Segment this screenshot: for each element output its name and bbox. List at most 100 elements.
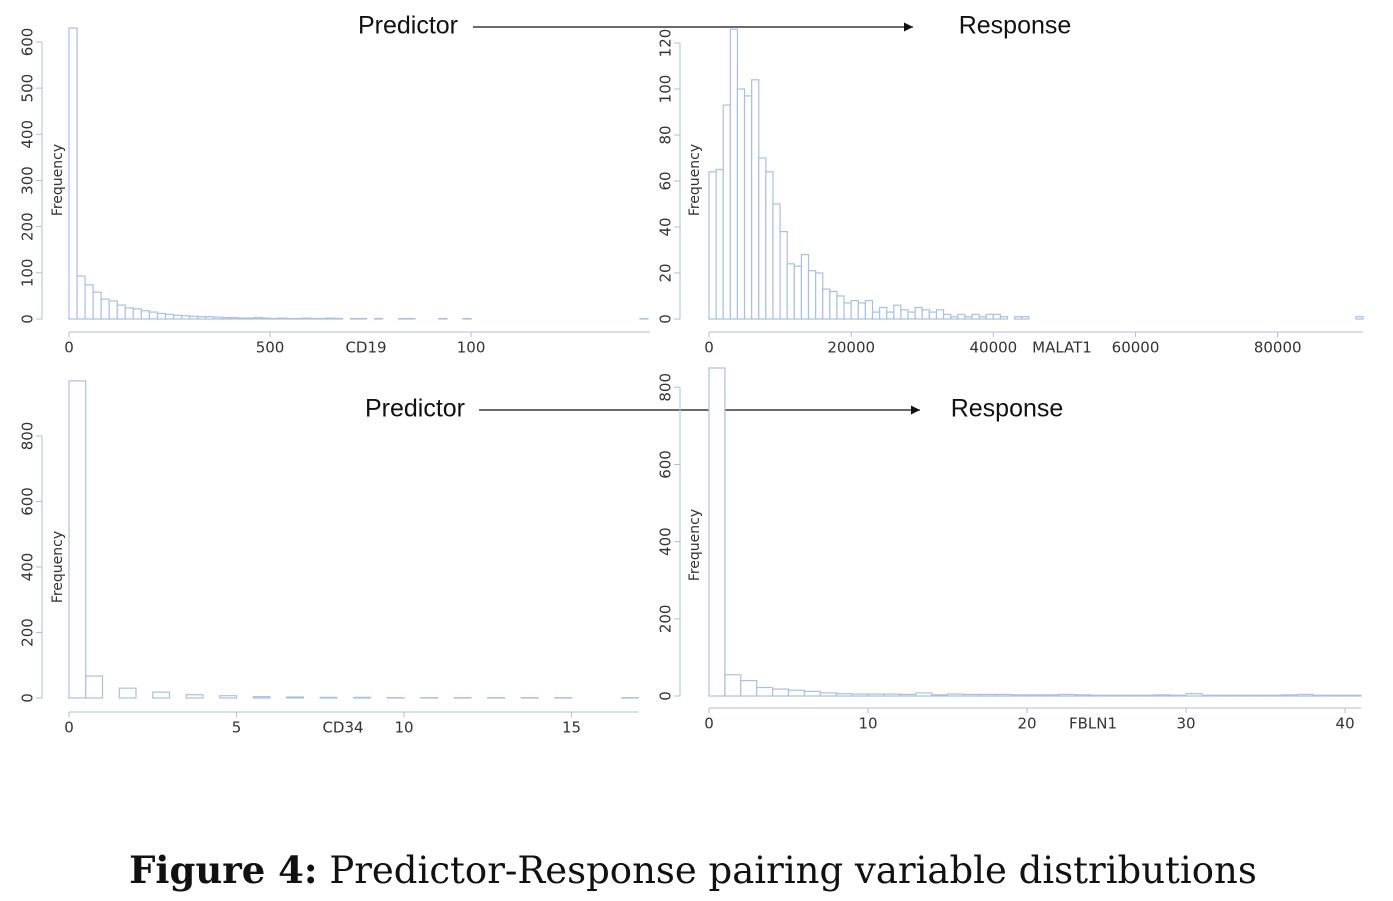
- y-tick-label: 0: [19, 693, 37, 703]
- bar: [815, 272, 824, 320]
- bar: [189, 315, 199, 320]
- bar: [1121, 694, 1139, 697]
- bar: [803, 690, 821, 697]
- bar: [708, 367, 726, 697]
- x-tick-label: 0: [704, 715, 714, 733]
- bar: [772, 688, 790, 697]
- bar: [786, 263, 795, 320]
- bar: [252, 696, 271, 699]
- y-tick-label: 200: [657, 605, 675, 634]
- bar: [1217, 694, 1235, 697]
- x-tick-label: 80000: [1254, 339, 1302, 357]
- bar: [118, 687, 137, 699]
- bar: [850, 300, 859, 320]
- bar: [736, 88, 746, 320]
- bar: [857, 302, 866, 320]
- bar: [68, 380, 87, 699]
- bar: [900, 309, 909, 320]
- y-tick-label: 400: [657, 527, 675, 556]
- bar: [221, 317, 231, 320]
- x-tick-label: 60000: [1112, 339, 1160, 357]
- y-tick-label: 800: [19, 422, 37, 451]
- bar: [261, 317, 271, 320]
- bar: [964, 316, 973, 320]
- bar: [1153, 694, 1171, 697]
- bar: [950, 316, 959, 320]
- bar: [1328, 694, 1346, 697]
- bar: [1185, 693, 1203, 697]
- bar: [715, 168, 724, 320]
- y-tick-label: 400: [19, 553, 37, 582]
- y-tick-label: 0: [657, 314, 675, 324]
- y-tick-label: 200: [19, 212, 37, 241]
- bar: [253, 317, 263, 320]
- bar: [1201, 694, 1219, 697]
- bar: [999, 316, 1009, 320]
- x-tick-label: 40: [1336, 715, 1355, 733]
- bar: [84, 284, 94, 320]
- y-tick-label: 0: [657, 691, 675, 701]
- y-tick-label: 80: [657, 125, 675, 144]
- bar: [992, 313, 1002, 320]
- bar: [971, 313, 980, 320]
- bar: [962, 693, 980, 697]
- x-tick-label: 0: [704, 339, 714, 357]
- bar: [1014, 316, 1023, 320]
- bar: [85, 675, 104, 699]
- y-tick-label: 600: [19, 28, 37, 57]
- bar: [180, 315, 191, 320]
- y-tick-label: 800: [657, 373, 675, 402]
- caption: Figure 4: Predictor-Response pairing var…: [129, 848, 1257, 892]
- y-axis-label: Frequency: [687, 144, 703, 216]
- y-tick-label: 0: [19, 314, 37, 324]
- y-axis-label: Frequency: [50, 531, 66, 603]
- bar: [724, 674, 742, 697]
- bar: [1026, 694, 1044, 697]
- bar: [935, 309, 945, 320]
- bar: [907, 311, 916, 320]
- bar: [277, 317, 287, 320]
- bar: [301, 317, 311, 320]
- bar: [92, 291, 102, 320]
- bar: [172, 314, 183, 320]
- bar: [883, 693, 901, 697]
- x-tick-label: 10: [858, 715, 877, 733]
- bar: [100, 298, 110, 320]
- bar: [1137, 694, 1155, 697]
- bar: [319, 696, 338, 699]
- caption-label: Figure 4:: [129, 848, 317, 892]
- bar: [819, 692, 837, 697]
- bar: [793, 265, 803, 320]
- bar: [751, 79, 760, 320]
- y-tick-label: 600: [657, 450, 675, 479]
- bar: [1169, 694, 1187, 697]
- bar: [156, 312, 167, 320]
- y-tick-label: 100: [19, 259, 37, 288]
- bar: [931, 694, 949, 697]
- x-axis-label: FBLN1: [1069, 715, 1117, 733]
- bar: [1249, 694, 1267, 697]
- x-tick-label: 30: [1177, 715, 1196, 733]
- bar: [1074, 694, 1092, 697]
- x-tick-label: 0: [64, 339, 74, 357]
- bar: [800, 254, 810, 320]
- bar: [729, 28, 739, 320]
- x-axis-label: CD19: [345, 339, 386, 357]
- bar: [197, 316, 207, 320]
- bar: [140, 310, 151, 320]
- bar: [743, 95, 753, 320]
- bar: [708, 171, 717, 320]
- bar: [787, 689, 806, 697]
- response-label: Response: [951, 395, 1064, 423]
- bar: [843, 302, 852, 320]
- bar: [245, 317, 255, 320]
- x-tick-label: 15: [562, 719, 581, 737]
- bar: [758, 157, 767, 320]
- y-tick-label: 600: [19, 487, 37, 516]
- bar: [928, 311, 938, 320]
- x-axis-label: CD34: [322, 719, 363, 737]
- caption-text: Predictor-Response pairing variable dist…: [329, 849, 1257, 892]
- x-tick-label: 20: [1018, 715, 1037, 733]
- bar: [1021, 316, 1030, 320]
